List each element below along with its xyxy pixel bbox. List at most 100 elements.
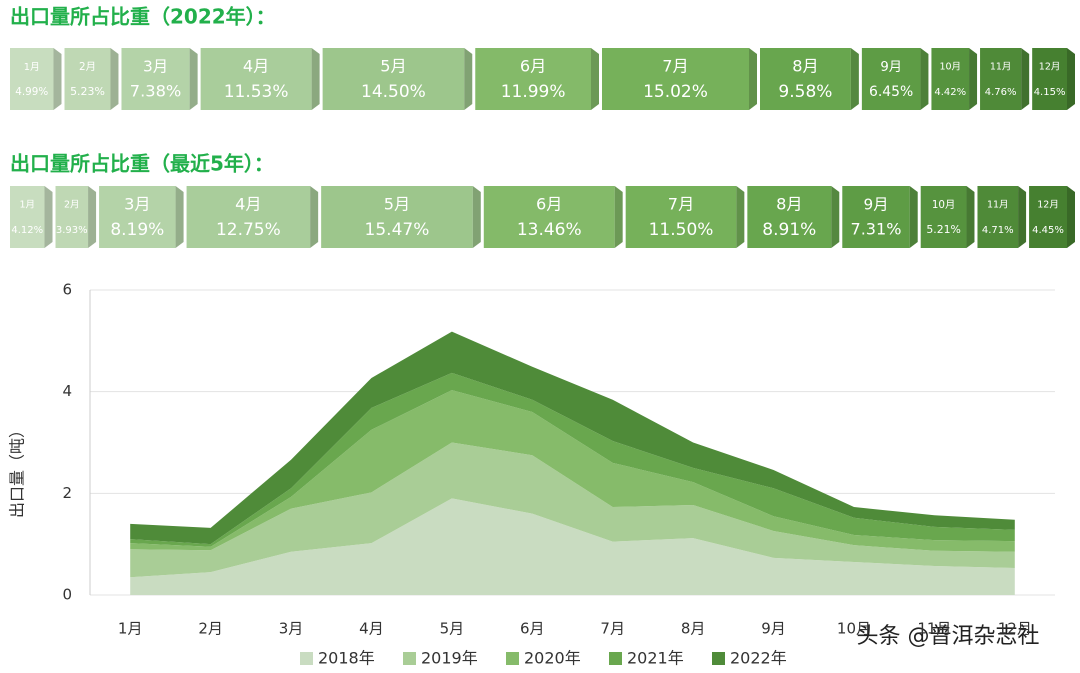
block-side (831, 186, 840, 248)
x-tick-label: 7月 (600, 620, 625, 638)
block-value: 14.50% (361, 82, 426, 102)
block-value: 4.71% (982, 225, 1014, 236)
block-month: 6月 (536, 195, 562, 214)
block-value: 11.99% (501, 82, 566, 102)
block-side (614, 186, 623, 248)
block (861, 48, 921, 110)
block-side (909, 186, 918, 248)
block-side (736, 186, 745, 248)
block (1032, 48, 1067, 110)
block-month: 12月 (1039, 62, 1061, 73)
block-value: 7.38% (130, 82, 182, 101)
block-value: 5.23% (70, 85, 105, 98)
x-tick-label: 2月 (198, 620, 223, 638)
legend-swatch (712, 652, 725, 665)
legend-label: 2019年 (421, 649, 478, 668)
block-month: 8月 (792, 57, 818, 76)
block-month: 2月 (79, 61, 96, 73)
block-side (590, 48, 599, 110)
block-side (472, 186, 481, 248)
x-tick-label: 9月 (761, 620, 786, 638)
legend-label: 2018年 (318, 649, 375, 668)
x-tick-label: 3月 (279, 620, 304, 638)
block (747, 186, 832, 248)
legend-swatch (609, 652, 622, 665)
block-month: 3月 (124, 195, 150, 214)
block-side (53, 48, 62, 110)
legend-swatch (300, 652, 313, 665)
block (980, 48, 1022, 110)
x-tick-label: 5月 (440, 620, 465, 638)
block (625, 186, 737, 248)
block (842, 186, 910, 248)
block-month: 6月 (520, 57, 546, 76)
block-value: 11.53% (224, 82, 289, 102)
x-tick-label: 6月 (520, 620, 545, 638)
block-value: 11.50% (649, 220, 714, 240)
block (99, 186, 176, 248)
block-month: 12月 (1037, 200, 1059, 211)
block (10, 48, 54, 110)
watermark: 头条 @普洱杂志社 (857, 624, 1040, 649)
block-value: 5.21% (926, 223, 961, 236)
block-side (1021, 48, 1030, 110)
block-side (175, 186, 184, 248)
block-side (969, 48, 978, 110)
block-side (850, 48, 859, 110)
area-layer (130, 442, 1015, 578)
block (1029, 186, 1067, 248)
block-month: 5月 (380, 57, 406, 76)
strip-title: 出口量所占比重（2022年）： (10, 5, 276, 29)
block (64, 48, 111, 110)
block-value: 4.45% (1032, 225, 1064, 236)
legend-swatch (506, 652, 519, 665)
block-side (1067, 48, 1075, 110)
x-tick-label: 8月 (681, 620, 706, 638)
block-month: 5月 (384, 195, 410, 214)
block-month: 8月 (776, 195, 802, 214)
block (121, 48, 190, 110)
block-month: 7月 (668, 195, 694, 214)
block-value: 9.58% (778, 82, 832, 102)
block-side (966, 186, 975, 248)
block-side (920, 48, 929, 110)
x-tick-label: 4月 (359, 620, 384, 638)
block-value: 15.02% (643, 82, 708, 102)
block-value: 8.91% (762, 220, 816, 240)
block (931, 48, 970, 110)
block-side (464, 48, 473, 110)
block (55, 186, 89, 248)
y-tick-label: 0 (62, 586, 72, 604)
block-month: 10月 (932, 199, 956, 211)
block-value: 3.93% (56, 225, 88, 236)
block-value: 4.99% (15, 86, 48, 98)
x-tick-label: 12月 (998, 620, 1032, 638)
block-side (1067, 186, 1075, 248)
block-side (88, 186, 97, 248)
block-value: 8.19% (110, 220, 164, 240)
area-layer (130, 372, 1015, 547)
block-side (310, 186, 319, 248)
legend-label: 2020年 (524, 649, 581, 668)
area-layer (130, 390, 1015, 552)
block (322, 48, 465, 110)
y-tick-label: 6 (62, 281, 72, 299)
block-value: 4.42% (934, 87, 966, 98)
block-month: 1月 (24, 61, 40, 73)
block-value: 13.46% (517, 220, 582, 240)
y-tick-label: 4 (62, 382, 72, 400)
block-side (749, 48, 758, 110)
block-value: 4.12% (11, 225, 43, 236)
block-side (1018, 186, 1027, 248)
block-value: 7.31% (851, 220, 902, 239)
block-month: 3月 (143, 58, 168, 76)
block-month: 1月 (19, 200, 35, 211)
block-month: 11月 (990, 62, 1012, 73)
y-axis-label: 出口量（吨） (8, 422, 27, 518)
block (321, 186, 473, 248)
block-month: 4月 (235, 195, 261, 214)
x-tick-label: 11月 (917, 620, 951, 638)
block-month: 2月 (64, 200, 80, 211)
block (475, 48, 591, 110)
